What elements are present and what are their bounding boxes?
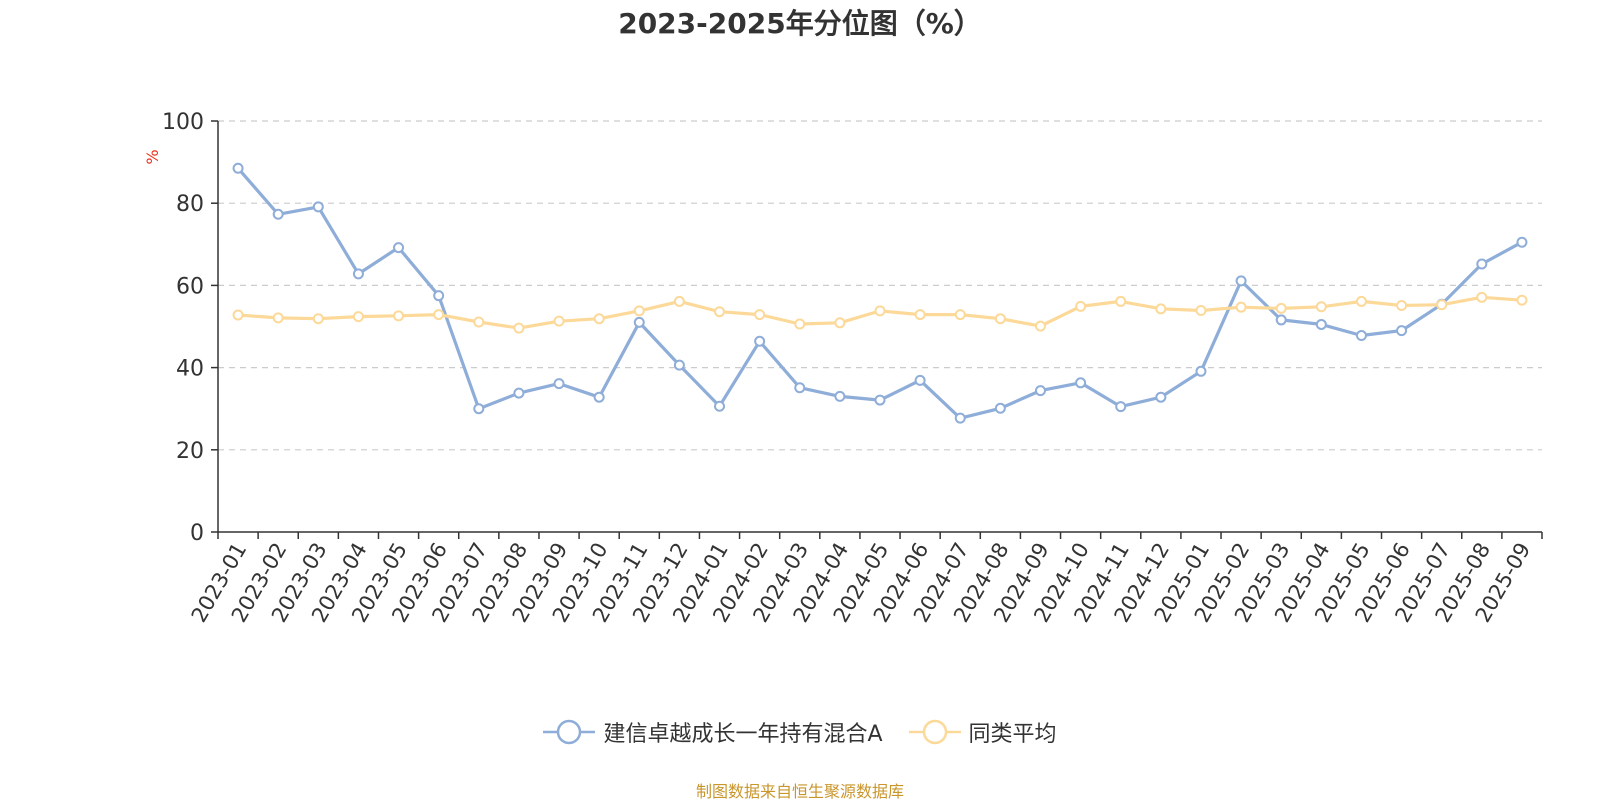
data-point <box>1034 385 1046 397</box>
data-point <box>954 412 966 424</box>
legend-swatch-circle <box>557 719 582 745</box>
data-point <box>794 318 806 330</box>
data-point <box>593 391 605 403</box>
data-point <box>714 306 726 318</box>
data-point <box>1115 295 1127 307</box>
data-point <box>312 201 324 213</box>
data-point <box>232 162 244 174</box>
data-point <box>633 316 645 328</box>
data-point <box>272 312 284 324</box>
data-point <box>794 382 806 394</box>
series-1 <box>232 162 1528 424</box>
chart-title: 2023-2025年分位图（%） <box>618 7 982 40</box>
data-point <box>1476 291 1488 303</box>
data-point <box>954 309 966 321</box>
data-point <box>1436 299 1448 311</box>
y-tick-label: 60 <box>176 274 204 299</box>
data-point <box>513 322 525 334</box>
legend-swatch-circle <box>922 719 947 745</box>
y-tick-label: 0 <box>190 521 204 546</box>
data-point <box>513 387 525 399</box>
data-point <box>1235 275 1247 287</box>
legend: 建信卓越成长一年持有混合A 同类平均 <box>0 716 1600 748</box>
data-point <box>473 403 485 415</box>
data-point <box>433 290 445 302</box>
data-point <box>232 309 244 321</box>
data-point <box>1516 294 1528 306</box>
legend-item-1[interactable]: 建信卓越成长一年持有混合A <box>543 716 883 748</box>
data-point <box>673 359 685 371</box>
data-point <box>914 374 926 386</box>
percentile-line-chart: 0204060801002023-012023-022023-032023-04… <box>143 110 1543 626</box>
y-axis-title: % <box>143 149 162 164</box>
data-point <box>714 400 726 412</box>
data-point <box>1075 377 1087 389</box>
data-point <box>473 316 485 328</box>
y-tick-label: 100 <box>162 110 204 135</box>
legend-label: 同类平均 <box>968 722 1057 747</box>
legend-item-2[interactable]: 同类平均 <box>908 716 1057 748</box>
data-point <box>834 317 846 329</box>
data-point <box>1075 300 1087 312</box>
data-point <box>393 242 405 254</box>
source-note: 制图数据来自恒生聚源数据库 <box>695 782 904 801</box>
series-layer <box>232 162 1528 424</box>
data-point <box>914 309 926 321</box>
data-point <box>553 378 565 390</box>
data-point <box>1034 320 1046 332</box>
data-point <box>874 394 886 406</box>
data-point <box>633 305 645 317</box>
data-point <box>1155 391 1167 403</box>
data-point <box>1115 401 1127 413</box>
legend-label: 建信卓越成长一年持有混合A <box>603 722 883 747</box>
data-point <box>352 268 364 280</box>
data-point <box>593 313 605 325</box>
data-point <box>352 311 364 323</box>
legend-swatch-icon <box>543 719 596 745</box>
data-point <box>1355 330 1367 342</box>
data-point <box>1275 314 1287 326</box>
y-tick-label: 20 <box>176 439 204 464</box>
data-point <box>312 313 324 325</box>
data-point <box>433 309 445 321</box>
legend-swatch-icon <box>908 719 961 745</box>
data-point <box>754 309 766 321</box>
data-point <box>1155 303 1167 315</box>
y-tick-label: 80 <box>176 192 204 217</box>
data-point <box>994 313 1006 325</box>
data-point <box>1195 304 1207 316</box>
data-point <box>1396 300 1408 312</box>
data-point <box>393 310 405 322</box>
data-point <box>754 335 766 347</box>
data-point <box>834 390 846 402</box>
data-point <box>1516 236 1528 248</box>
grid-lines <box>218 120 1542 451</box>
data-point <box>1476 258 1488 270</box>
data-point <box>1235 301 1247 313</box>
series-line <box>236 167 1523 420</box>
data-point <box>1195 365 1207 377</box>
series-2 <box>232 291 1528 334</box>
data-point <box>673 295 685 307</box>
data-point <box>1396 325 1408 337</box>
data-point <box>874 305 886 317</box>
data-point <box>272 208 284 220</box>
data-point <box>553 315 565 327</box>
y-tick-label: 40 <box>176 357 204 382</box>
data-point <box>1315 318 1327 330</box>
data-point <box>1315 301 1327 313</box>
axes: 0204060801002023-012023-022023-032023-04… <box>162 110 1543 626</box>
data-point <box>994 402 1006 414</box>
data-point <box>1275 302 1287 314</box>
data-point <box>1355 295 1367 307</box>
